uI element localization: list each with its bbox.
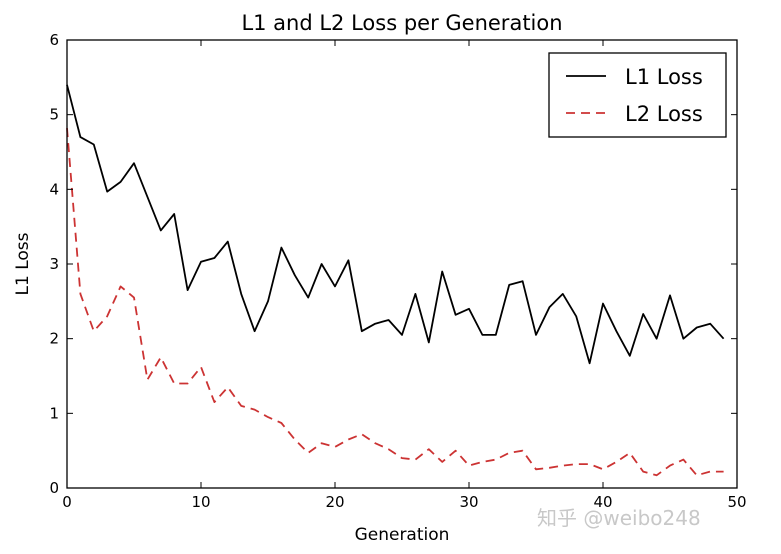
plot-area-frame [66,39,738,489]
y-tick-label: 4 [49,180,59,198]
x-tick-label: 10 [191,493,210,511]
series-line-l1-loss [66,84,725,365]
y-tick-label: 1 [49,404,59,422]
x-tick-label: 30 [459,493,478,511]
y-tick-label: 6 [49,31,59,49]
legend-box [548,52,727,138]
y-axis-label: L1 Loss [13,232,33,295]
series-layer [66,84,725,477]
y-tick-label: 0 [49,479,59,497]
x-tick-label: 40 [593,493,612,511]
x-tick-label: 0 [62,493,72,511]
x-axis-label: Generation [355,525,450,545]
y-tick-label: 5 [49,106,59,124]
legend-label-l2-loss: L2 Loss [625,102,703,126]
chart-title: L1 and L2 Loss per Generation [241,11,562,35]
watermark: 知乎 @weibo248 [537,506,701,530]
x-tick-label: 50 [727,493,746,511]
y-tick-label: 2 [49,330,59,348]
legend-label-l1-loss: L1 Loss [625,65,703,89]
x-tick-label: 20 [325,493,344,511]
legend: L1 Loss L2 Loss [548,52,727,138]
y-tick-label: 3 [49,255,59,273]
series-line-l2-loss [66,128,724,477]
